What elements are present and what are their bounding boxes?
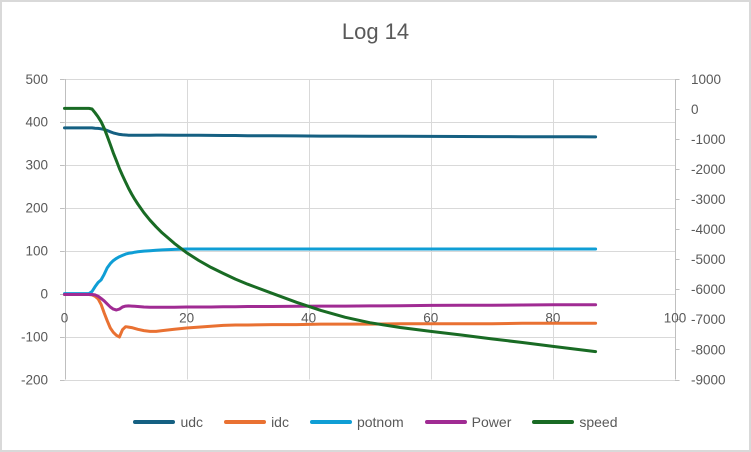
left-axis-tick-label: 200 — [25, 201, 48, 216]
left-axis-tick-label: 0 — [40, 286, 48, 301]
right-axis-tick-label: -7000 — [691, 312, 726, 327]
x-axis-tick-label: 100 — [664, 310, 687, 325]
legend-item-idc[interactable]: idc — [224, 415, 289, 429]
legend-label-potnom: potnom — [356, 414, 404, 430]
legend-label-udc: udc — [180, 414, 204, 430]
right-axis-tick-label: -2000 — [691, 162, 726, 177]
series-line-speed[interactable] — [63, 106, 598, 354]
series-line-power[interactable] — [63, 293, 598, 312]
right-axis-tick-label: -8000 — [691, 342, 726, 357]
legend[interactable]: udc idc potnom Power speed — [2, 410, 749, 434]
legend-label-idc: idc — [271, 414, 289, 430]
legend-item-speed[interactable]: speed — [532, 414, 618, 430]
x-axis-tick-label: 0 — [61, 310, 69, 325]
x-axis-tick-label: 60 — [423, 310, 438, 325]
legend-item-power[interactable]: Power — [424, 414, 512, 430]
right-axis-tick-label: -4000 — [691, 222, 726, 237]
right-axis-tick-label: -1000 — [691, 132, 726, 147]
x-axis-tick-label: 80 — [545, 310, 560, 325]
left-axis-tick-label: -200 — [21, 372, 48, 387]
legend-line-swatch-power — [424, 420, 467, 424]
legend-line-swatch-idc — [224, 420, 267, 424]
x-axis-tick-label: 40 — [301, 310, 316, 325]
legend-item-potnom[interactable]: potnom — [309, 414, 404, 430]
right-axis-tick-label: -3000 — [691, 192, 726, 207]
legend-line-swatch-udc — [133, 420, 176, 424]
left-axis-tick-label: 400 — [25, 115, 48, 130]
series-line-potnom[interactable] — [63, 247, 598, 296]
right-axis-tick-label: 0 — [691, 102, 699, 117]
right-axis-tick-label: 1000 — [691, 72, 721, 87]
x-axis-tick-label: 20 — [179, 310, 194, 325]
series-line-udc[interactable] — [63, 126, 598, 139]
left-axis-tick-label: 100 — [25, 244, 48, 259]
chart-title[interactable]: Log 14 — [341, 19, 410, 44]
left-axis-tick-label: 500 — [25, 72, 48, 87]
legend-line-swatch-potnom — [309, 420, 352, 424]
left-axis-tick-label: 300 — [25, 158, 48, 173]
right-axis-tick-label: -5000 — [691, 252, 726, 267]
right-axis-tick-label: -6000 — [691, 282, 726, 297]
left-axis-tick-label: -100 — [21, 329, 48, 344]
legend-label-power: Power — [471, 414, 512, 430]
right-axis-tick-label: -9000 — [691, 372, 726, 387]
legend-label-speed: speed — [579, 414, 618, 430]
legend-line-swatch-speed — [532, 420, 575, 424]
legend-item-udc[interactable]: udc — [133, 415, 203, 429]
series-line-idc[interactable] — [63, 293, 598, 339]
